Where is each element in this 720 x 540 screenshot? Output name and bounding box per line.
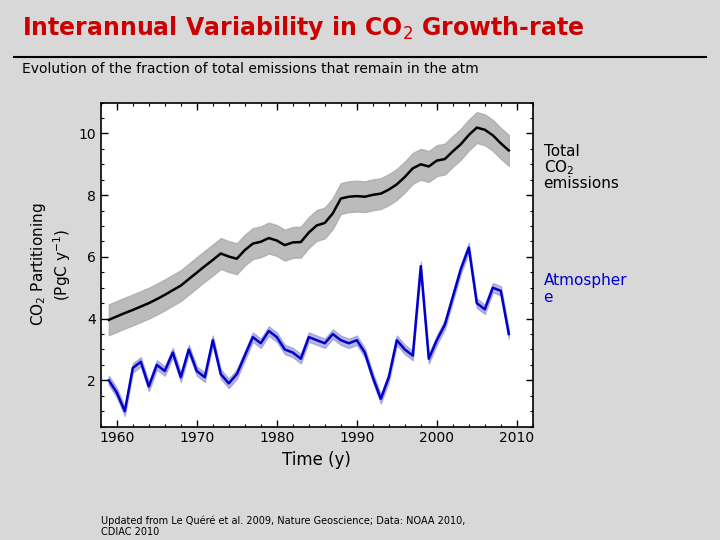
Text: Interannual Variability in CO$_2$ Growth-rate: Interannual Variability in CO$_2$ Growth… — [22, 14, 584, 42]
X-axis label: Time (y): Time (y) — [282, 451, 351, 469]
Text: Updated from Le Quéré et al. 2009, Nature Geoscience; Data: NOAA 2010,
CDIAC 201: Updated from Le Quéré et al. 2009, Natur… — [101, 515, 465, 537]
Text: Total: Total — [544, 144, 580, 159]
Text: e: e — [544, 289, 553, 305]
Text: emissions: emissions — [544, 176, 619, 191]
Text: Evolution of the fraction of total emissions that remain in the atm: Evolution of the fraction of total emiss… — [22, 62, 478, 76]
Text: Atmospher: Atmospher — [544, 273, 627, 288]
Text: CO$_2$: CO$_2$ — [544, 158, 574, 177]
Y-axis label: CO$_2$ Partitioning
(PgC y$^{-1}$): CO$_2$ Partitioning (PgC y$^{-1}$) — [29, 203, 73, 326]
